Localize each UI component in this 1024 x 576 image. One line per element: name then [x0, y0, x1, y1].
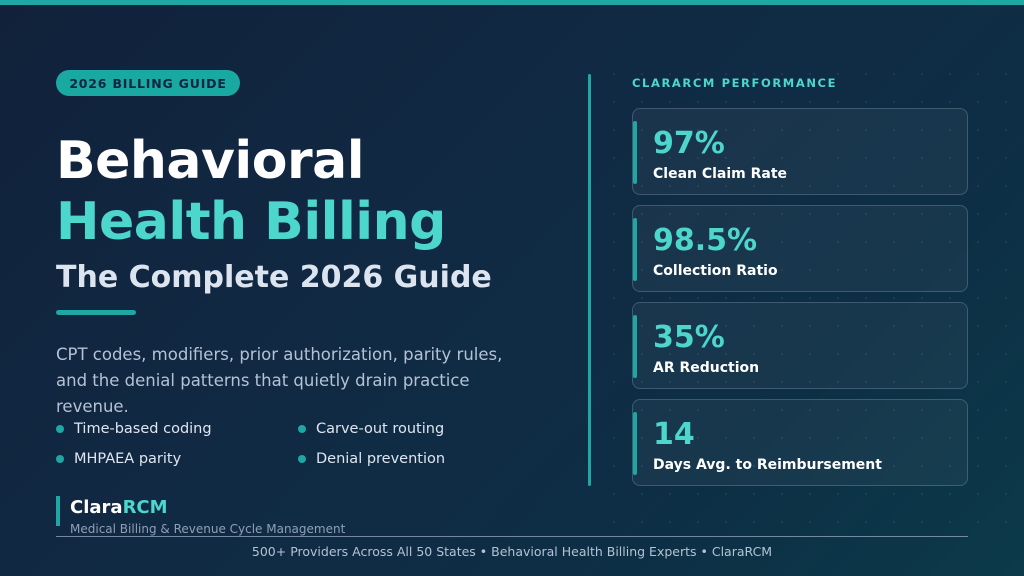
stats-heading: CLARARCM PERFORMANCE [632, 76, 838, 90]
stat-card-accent [633, 218, 637, 281]
dot-pattern-background [600, 60, 1020, 530]
logo-text-clara: Clara [70, 497, 123, 518]
stat-card-accent [633, 121, 637, 184]
bullet-dot-icon [298, 455, 306, 463]
bullet-label: Time-based coding [74, 421, 212, 437]
title-line-2: Health Billing [56, 192, 446, 252]
bullet-dot-icon [298, 425, 306, 433]
bullet-item: Carve-out routing [298, 421, 444, 437]
footer-text: 500+ Providers Across All 50 States • Be… [251, 544, 773, 559]
description: CPT codes, modifiers, prior authorizatio… [56, 345, 503, 416]
stat-label: Collection Ratio [653, 263, 778, 279]
logo-accent-bar [56, 496, 60, 526]
stat-value: 97% [653, 126, 725, 161]
footer-divider [56, 536, 968, 537]
top-accent-bar [0, 0, 1024, 5]
bullet-label: Carve-out routing [316, 421, 445, 437]
stat-card: 97% Clean Claim Rate [632, 108, 968, 195]
bullet-item: Time-based coding [56, 421, 212, 437]
subtitle: The Complete 2026 Guide [56, 260, 492, 295]
stat-card-accent [633, 412, 637, 475]
stat-value: 35% [653, 320, 725, 355]
stat-label: AR Reduction [653, 360, 760, 376]
bullet-item: MHPAEA parity [56, 451, 181, 467]
stat-label: Days Avg. to Reimbursement [653, 457, 882, 473]
bullet-dot-icon [56, 425, 64, 433]
stat-label: Clean Claim Rate [653, 166, 788, 182]
stat-card: 98.5% Collection Ratio [632, 205, 968, 292]
bullet-dot-icon [56, 455, 64, 463]
bullet-item: Denial prevention [298, 451, 445, 467]
guide-badge: 2026 BILLING GUIDE [56, 70, 240, 96]
title-underline [56, 310, 136, 315]
brand-logo: ClaraRCM [70, 497, 168, 519]
stat-card-accent [633, 315, 637, 378]
bullet-label: Denial prevention [316, 451, 446, 467]
title-line-1: Behavioral [56, 131, 365, 191]
logo-text-rcm: RCM [122, 497, 168, 518]
stat-value: 14 [653, 417, 695, 452]
stat-value: 98.5% [653, 223, 758, 258]
logo-tagline: Medical Billing & Revenue Cycle Manageme… [70, 522, 346, 536]
stat-card: 14 Days Avg. to Reimbursement [632, 399, 968, 486]
vertical-divider [588, 74, 591, 486]
bullet-label: MHPAEA parity [74, 451, 182, 467]
stat-card: 35% AR Reduction [632, 302, 968, 389]
